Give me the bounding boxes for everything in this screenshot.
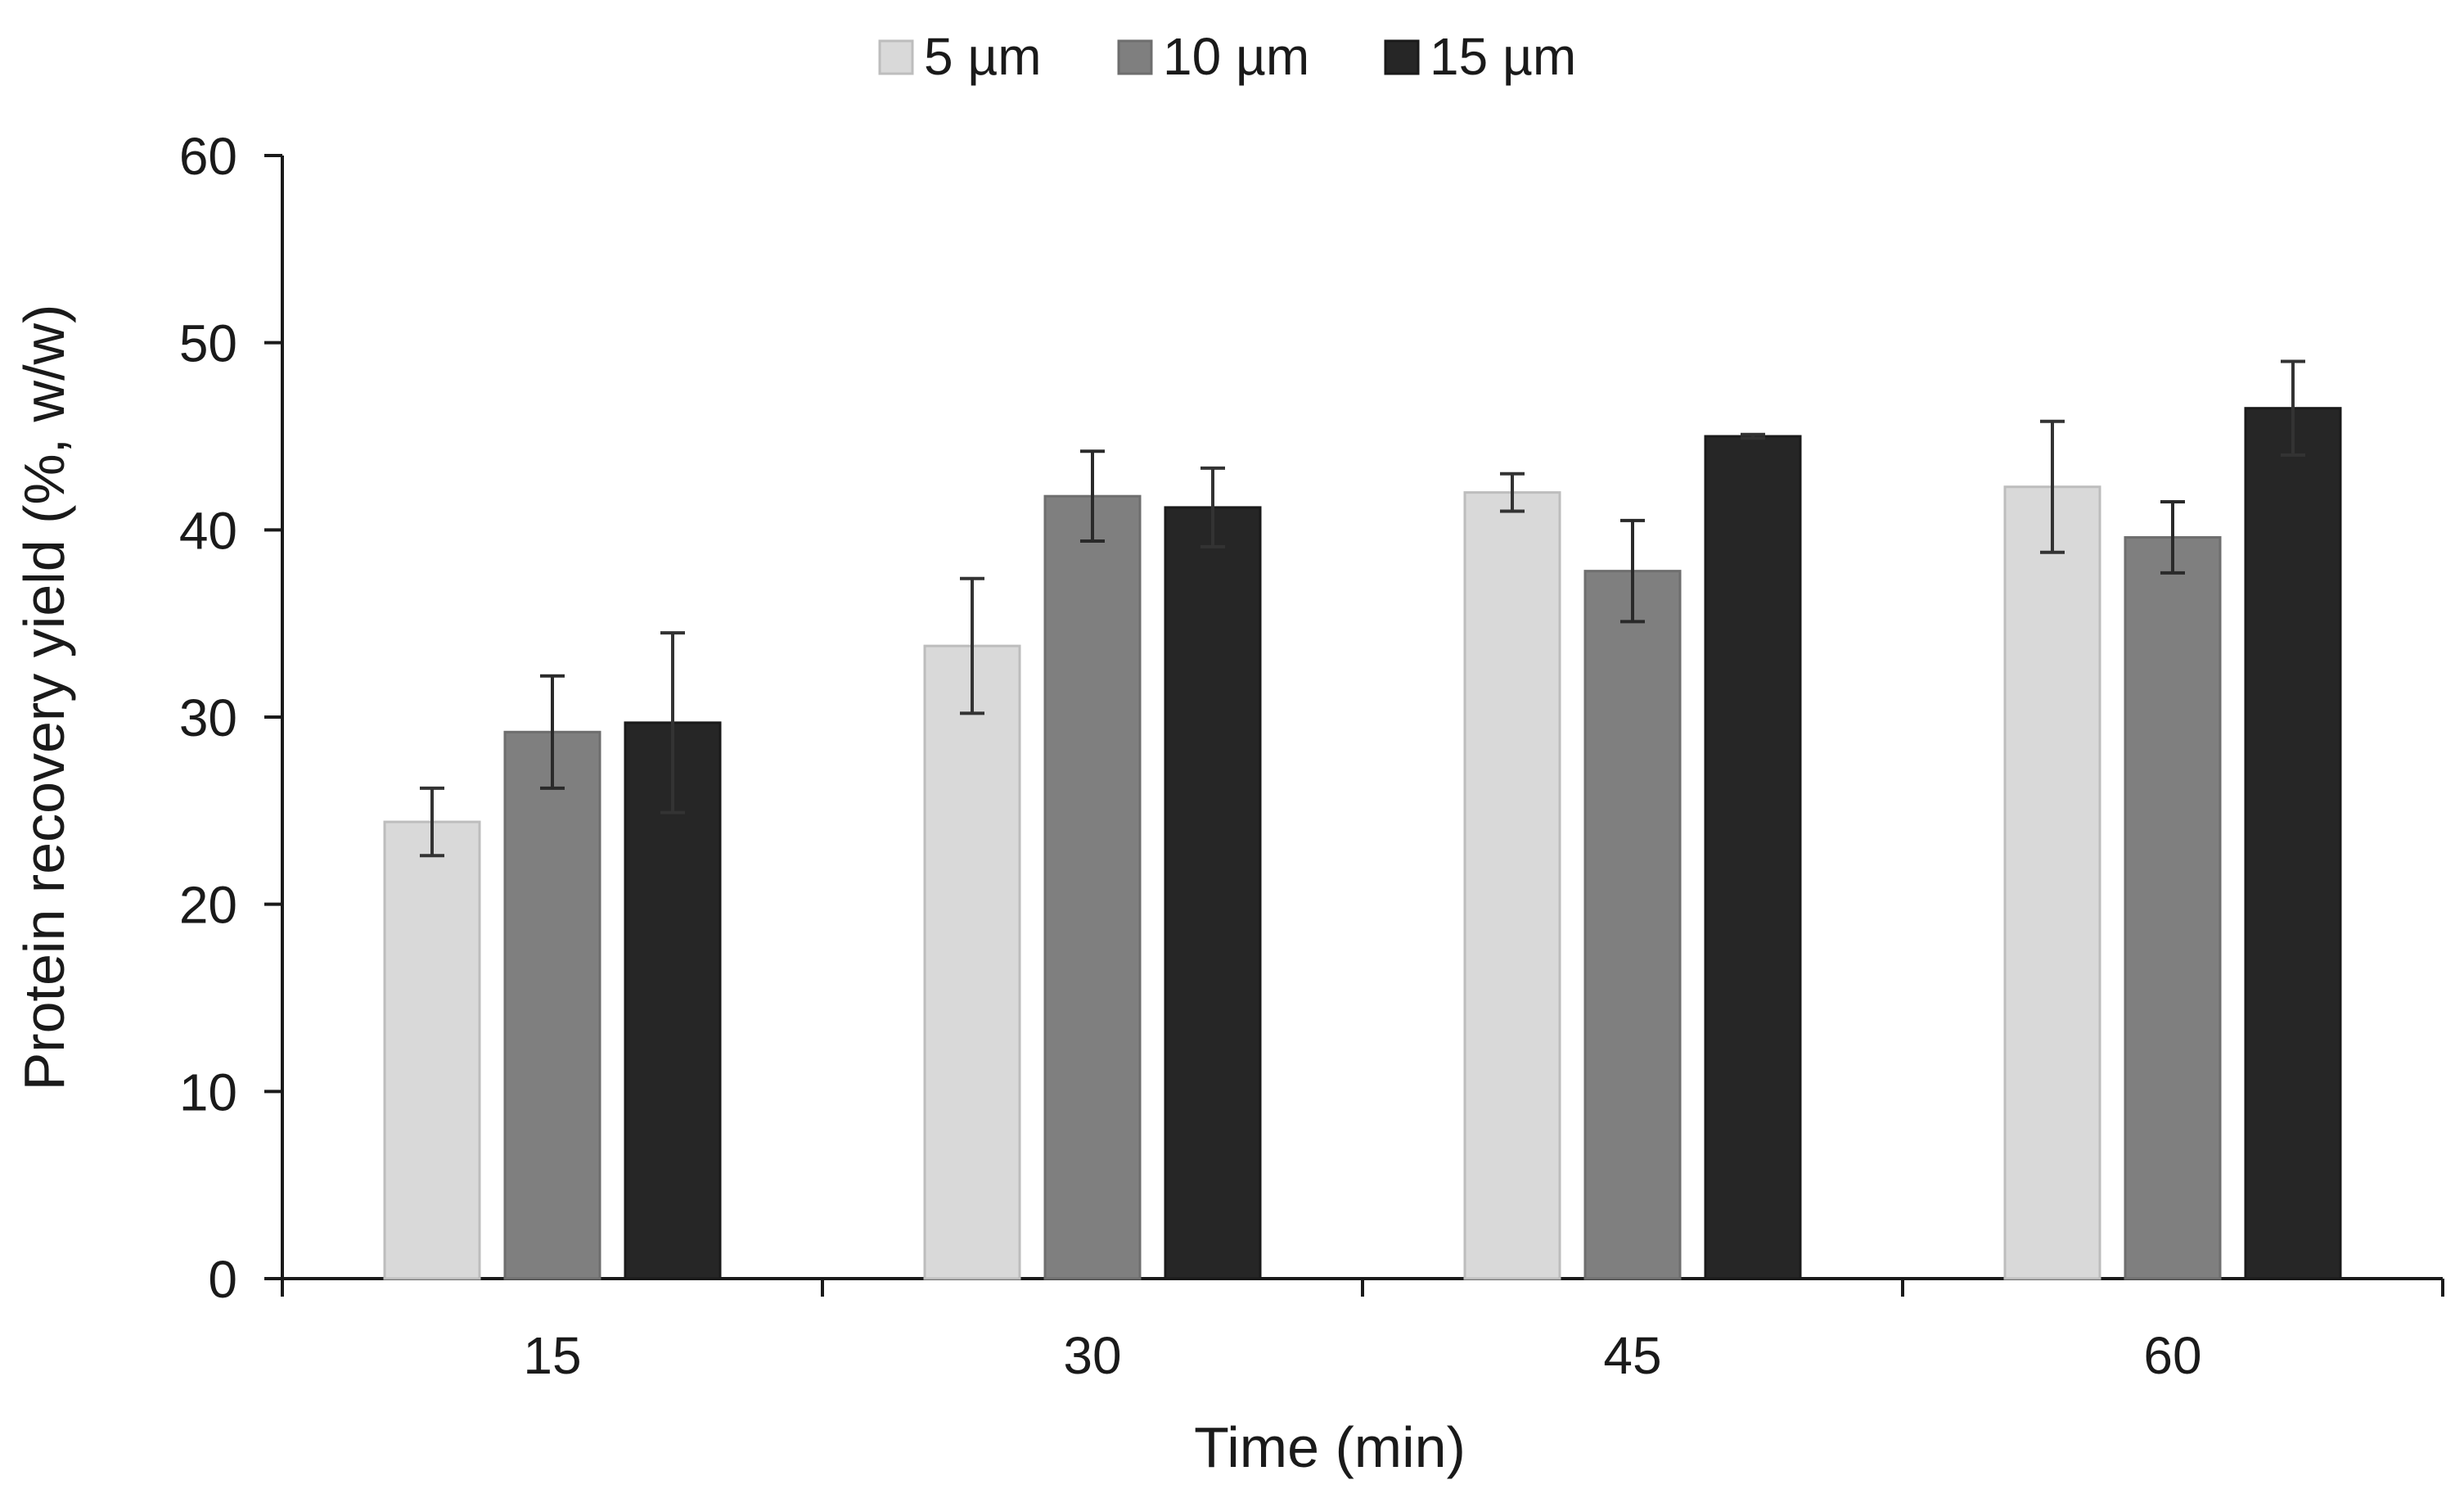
x-axis-label: Time (min) <box>1194 1415 1466 1479</box>
legend: 5 µm 10 µm 15 µm <box>878 27 1576 86</box>
y-tick-label: 40 <box>179 501 237 560</box>
x-tick-label: 60 <box>2143 1326 2201 1385</box>
legend-label: 5 µm <box>924 27 1042 86</box>
bar <box>1704 435 1802 1280</box>
y-tick-label: 0 <box>208 1250 237 1309</box>
bar <box>383 820 481 1280</box>
bar <box>1463 491 1561 1280</box>
y-tick-label: 10 <box>179 1063 237 1121</box>
y-axis-label: Protein recovery yield (%, w/w) <box>12 305 76 1091</box>
x-tick-label: 15 <box>523 1326 581 1385</box>
y-tick-label: 50 <box>179 314 237 373</box>
x-tick-label: 30 <box>1063 1326 1121 1385</box>
legend-label: 15 µm <box>1430 27 1576 86</box>
bar <box>503 730 601 1280</box>
bar <box>1583 570 1682 1280</box>
y-tick-label: 60 <box>179 127 237 186</box>
bar <box>923 644 1021 1280</box>
legend-swatch <box>878 39 914 75</box>
y-axis: 0 10 20 30 40 50 60 <box>179 127 284 1309</box>
bar <box>2003 485 2101 1280</box>
x-tick-label: 45 <box>1603 1326 1661 1385</box>
x-axis: 15 30 45 60 <box>281 1277 2444 1385</box>
legend-label: 10 µm <box>1163 27 1309 86</box>
bar <box>2244 407 2342 1280</box>
y-tick-label: 30 <box>179 688 237 747</box>
bar <box>1043 494 1142 1280</box>
y-tick-label: 20 <box>179 876 237 935</box>
bar <box>624 721 722 1280</box>
bars <box>383 359 2342 1280</box>
bar <box>1164 506 1262 1280</box>
bar <box>2124 535 2222 1280</box>
legend-swatch <box>1117 39 1153 75</box>
legend-swatch <box>1384 39 1420 75</box>
